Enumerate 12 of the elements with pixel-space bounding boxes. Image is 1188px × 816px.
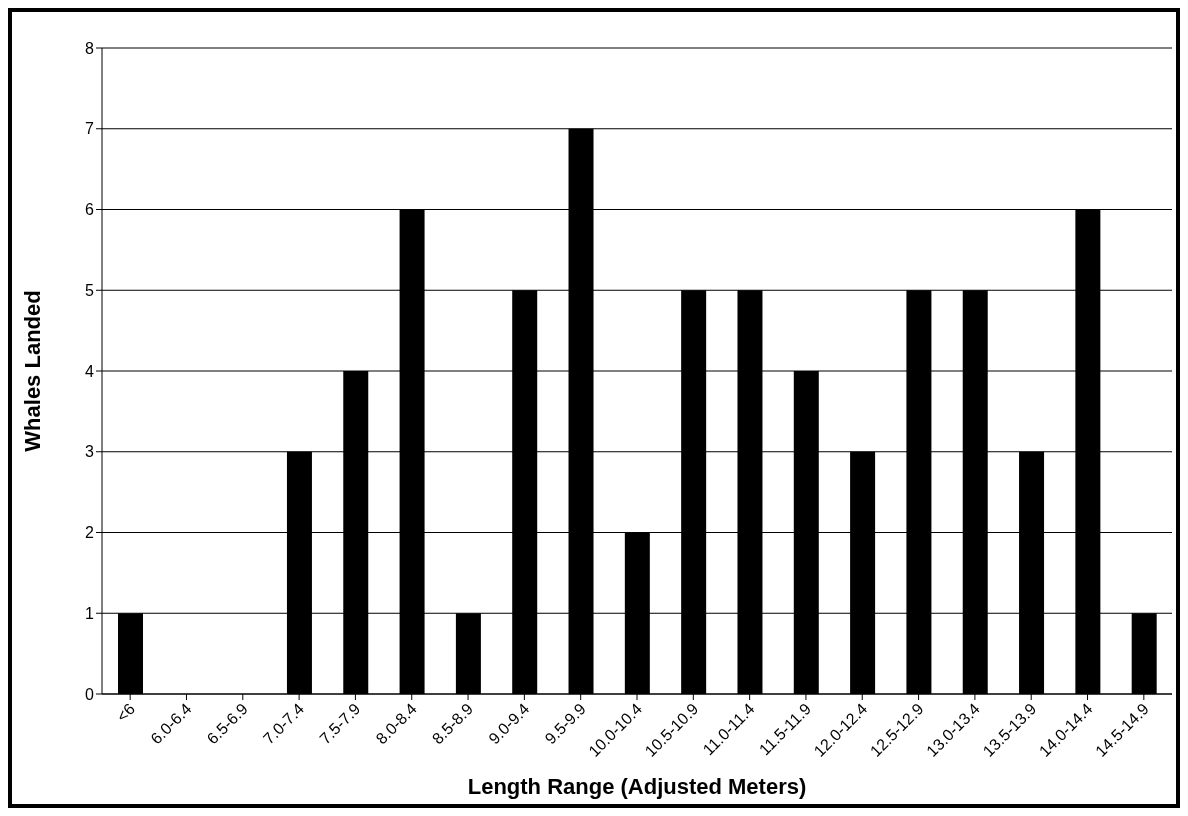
y-tick-label: 8 xyxy=(85,39,95,57)
y-tick-label: 0 xyxy=(85,685,95,703)
y-tick-label: 7 xyxy=(85,120,95,138)
y-tick-label: 5 xyxy=(85,281,95,299)
y-axis-title: Whales Landed xyxy=(19,290,45,452)
y-tick-label: 1 xyxy=(85,604,95,622)
x-tick-label: <6 xyxy=(113,700,139,726)
y-tick-label: 3 xyxy=(85,443,95,461)
y-tick-label: 6 xyxy=(85,201,95,219)
y-tick-label: 2 xyxy=(85,524,95,542)
x-axis-title: Length Range (Adjusted Meters) xyxy=(467,774,807,799)
y-tick-label: 4 xyxy=(85,362,95,380)
